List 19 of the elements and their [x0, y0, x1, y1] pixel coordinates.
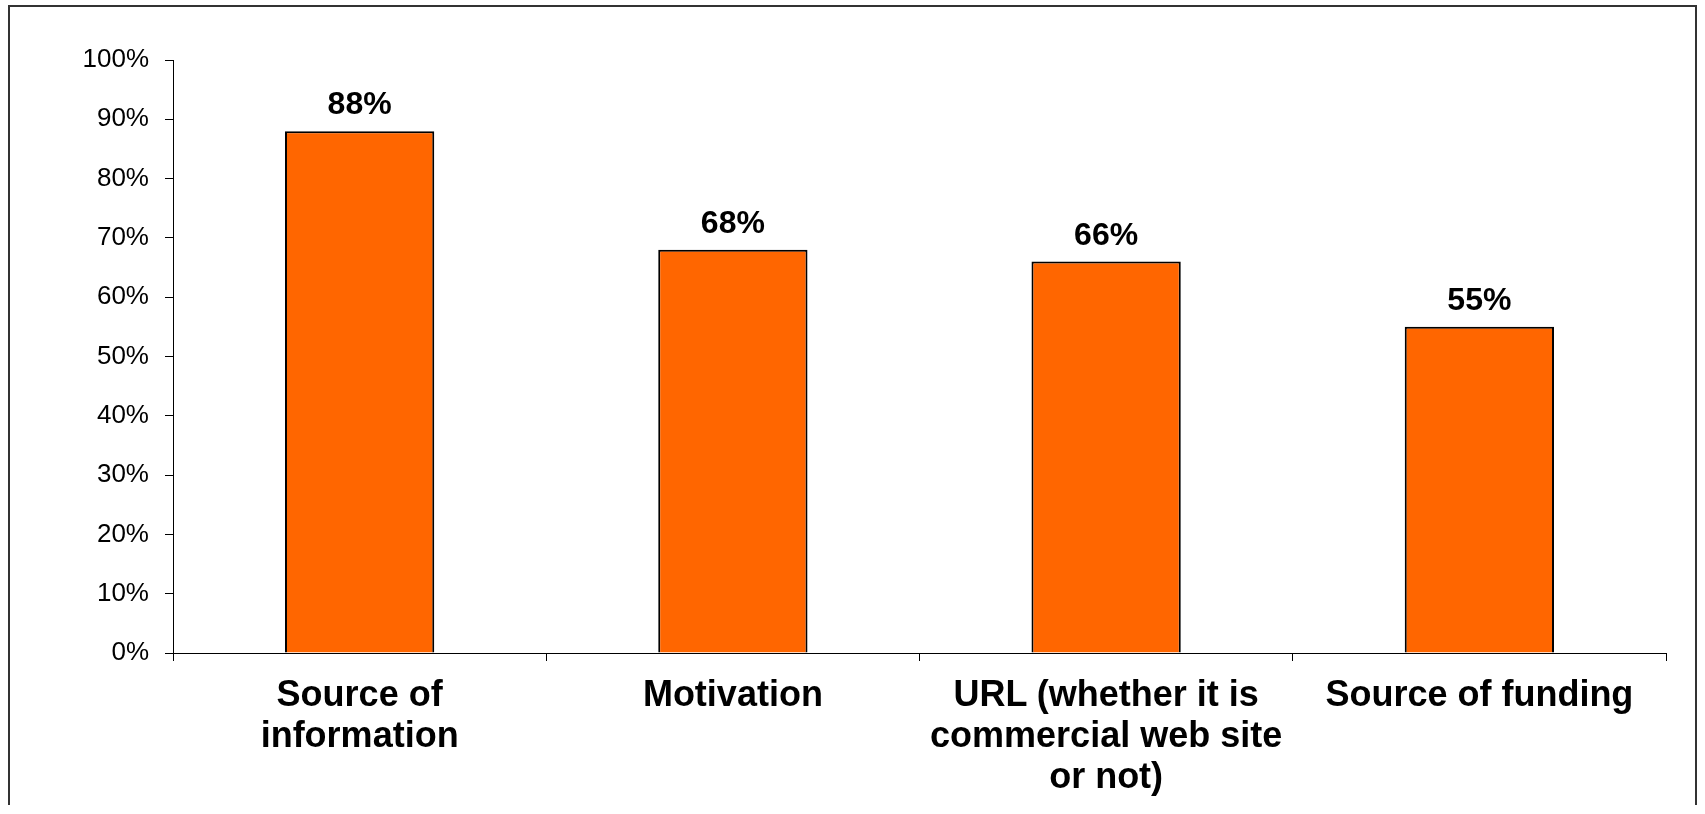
- y-tick-label: 60%: [96, 280, 149, 311]
- y-tick-label: 40%: [96, 398, 149, 429]
- data-label: 68%: [700, 203, 765, 240]
- x-tick-label: URL (whether it is commercial web site or not): [930, 672, 1283, 797]
- data-label: 88%: [327, 85, 392, 122]
- x-tick-label: Motivation: [642, 672, 823, 714]
- data-label: 66%: [1074, 215, 1139, 252]
- x-tick-label: Source of funding: [1325, 672, 1634, 714]
- y-tick-label: 100%: [82, 43, 149, 74]
- y-tick-label: 30%: [96, 458, 149, 489]
- x-tick-label: Source of information: [260, 672, 459, 756]
- y-tick-label: 90%: [96, 102, 149, 133]
- y-tick-label: 0%: [111, 636, 149, 667]
- y-tick-label: 20%: [96, 517, 149, 548]
- y-tick-label: 10%: [96, 576, 149, 607]
- y-tick-label: 70%: [96, 221, 149, 252]
- y-tick-label: 80%: [96, 161, 149, 192]
- data-label: 55%: [1447, 280, 1512, 317]
- y-tick-label: 50%: [96, 339, 149, 370]
